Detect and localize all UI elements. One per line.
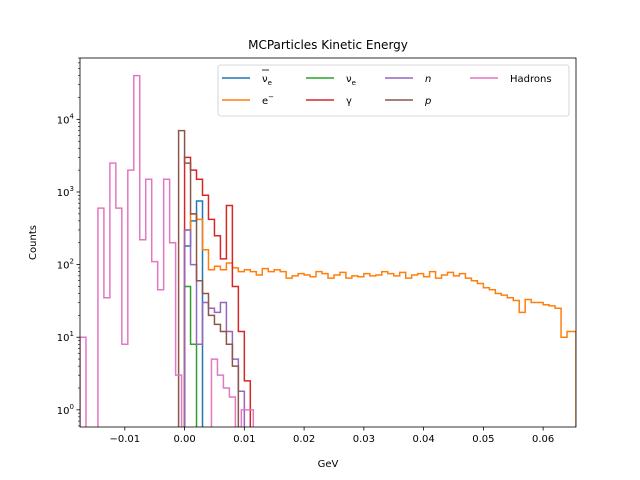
legend-label-electron: e−: [262, 93, 274, 107]
legend-label-neutron: n: [425, 74, 431, 85]
y-tick-label: 100: [57, 403, 74, 417]
legend-label-base: n: [425, 74, 431, 85]
legend-label-hadrons: Hadrons: [510, 74, 552, 85]
y-tick-label: 104: [57, 112, 75, 126]
y-tick-label: 102: [57, 258, 74, 272]
legend-label-gamma: γ: [346, 96, 352, 107]
legend-label-base: γ: [346, 96, 352, 107]
y-tick-base: 10: [57, 261, 70, 272]
x-axis-title: GeV: [318, 459, 339, 470]
y-tick-exponent: 1: [70, 330, 74, 338]
x-tick-label: 0.00: [173, 434, 195, 445]
legend-label-subscript: e: [268, 79, 272, 87]
x-tick-label: 0.03: [353, 434, 375, 445]
y-tick-base: 10: [57, 115, 70, 126]
y-tick-label: 101: [57, 330, 74, 344]
series-antinu_e: [183, 200, 204, 427]
series-neutron: [183, 229, 246, 427]
legend-label-antinu_e: νe: [262, 74, 272, 87]
y-tick-base: 10: [57, 188, 70, 199]
chart-title: MCParticles Kinetic Energy: [248, 38, 408, 52]
legend-label-proton: p: [424, 96, 431, 107]
legend-label-nu_e: νe: [346, 74, 356, 87]
y-axis-title: Counts: [28, 225, 39, 260]
x-tick-label: 0.02: [293, 434, 315, 445]
x-tick-label: 0.06: [532, 434, 554, 445]
y-tick-exponent: 0: [70, 403, 74, 411]
plot-frame: [79, 57, 577, 428]
legend-label-base: p: [424, 96, 431, 107]
y-tick-exponent: 3: [70, 185, 74, 193]
legend-label-subscript: e: [352, 79, 356, 87]
y-tick-exponent: 2: [70, 258, 74, 266]
legend-label-base: e: [262, 96, 268, 107]
legend-label-base: Hadrons: [510, 74, 552, 85]
series-hadrons: [80, 74, 255, 427]
y-tick-base: 10: [57, 333, 70, 344]
x-tick-label: 0.05: [472, 434, 494, 445]
x-tick-label: −0.01: [109, 434, 140, 445]
ticks-layer: −0.01 0.00 0.01 0.02 0.03 0.04 0.05 0.061001011…: [57, 57, 554, 445]
series-gamma: [183, 156, 252, 427]
legend-label-superscript: −: [268, 93, 274, 101]
y-tick-exponent: 4: [70, 112, 75, 120]
x-tick-label: 0.01: [233, 434, 255, 445]
series-electron: [183, 213, 576, 427]
series-layer: [80, 74, 576, 427]
series-proton: [177, 129, 240, 427]
legend-label-base: ν: [346, 74, 352, 85]
series-nu_e: [183, 285, 198, 427]
x-tick-label: 0.04: [412, 434, 434, 445]
legend-frame: [217, 64, 570, 117]
legend-label-base: ν: [262, 74, 268, 85]
y-tick-label: 103: [57, 185, 74, 199]
y-tick-base: 10: [57, 406, 70, 417]
